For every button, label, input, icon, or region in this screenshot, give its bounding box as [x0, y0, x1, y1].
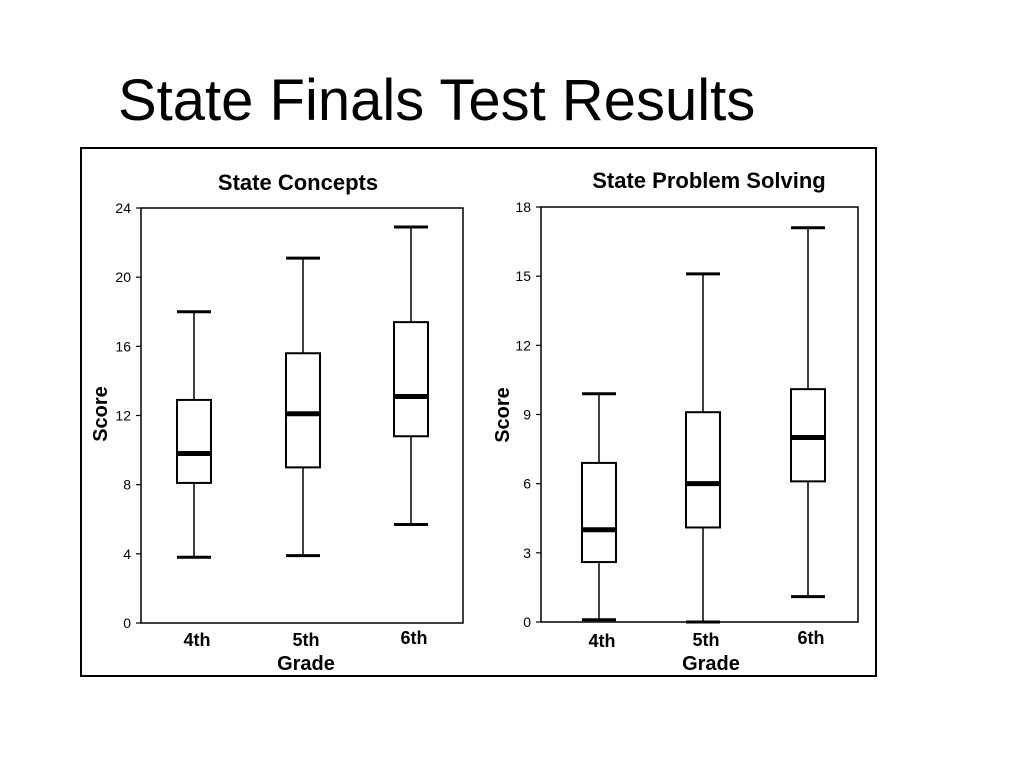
y-tick-label: 8	[123, 477, 131, 493]
x-tick-label: 4th	[184, 630, 211, 650]
x-tick-label: 5th	[693, 630, 720, 650]
chart-panel-state-problem-solving: State Problem Solving 0 3 6 9 12 15 18 Score 4th 5…	[492, 168, 859, 675]
x-tick-label: 4th	[589, 631, 616, 651]
chart-panel-state-concepts: State Concepts 0 4 8 12 16 20 24 Score 4th 5th 6th G…	[90, 170, 464, 675]
iqr-box-4th	[581, 461, 617, 564]
y-tick-label: 15	[515, 268, 531, 284]
y-tick-label: 0	[123, 615, 131, 631]
y-tick-label: 12	[115, 408, 131, 424]
iqr-box-6th	[393, 321, 429, 438]
y-tick-label: 18	[515, 199, 531, 215]
y-tick-label: 6	[523, 476, 531, 492]
x-axis-label: Grade	[682, 653, 740, 675]
y-tick-label: 12	[515, 337, 531, 353]
y-tick-label: 4	[123, 546, 131, 562]
y-tick-label: 9	[523, 407, 531, 423]
y-tick-label: 24	[115, 200, 131, 216]
y-axis-label: Score	[90, 386, 112, 442]
iqr-box-5th	[285, 352, 321, 469]
y-tick-label: 3	[523, 545, 531, 561]
x-tick-label: 6th	[401, 628, 428, 648]
iqr-box-4th	[176, 398, 212, 484]
y-tick-label: 20	[115, 269, 131, 285]
chart-title: State Concepts	[218, 170, 378, 195]
chart-title: State Problem Solving	[592, 168, 826, 193]
figure-frame	[80, 147, 877, 677]
slide-title: State Finals Test Results	[118, 68, 756, 133]
y-tick-label: 16	[115, 338, 131, 354]
x-tick-label: 5th	[293, 630, 320, 650]
y-tick-label: 0	[523, 614, 531, 630]
y-axis-label: Score	[492, 387, 514, 443]
x-axis-label: Grade	[277, 653, 335, 675]
x-tick-label: 6th	[798, 628, 825, 648]
iqr-box-5th	[685, 411, 721, 529]
